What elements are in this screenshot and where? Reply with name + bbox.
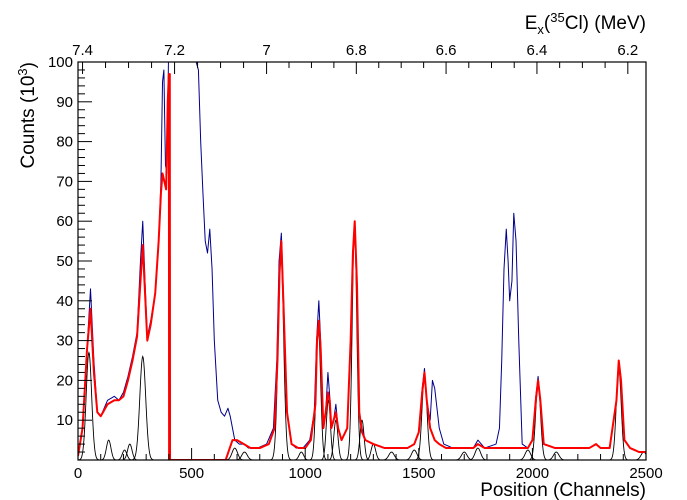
- data-series: [78, 62, 646, 460]
- top-tick-label: 6.2: [617, 42, 638, 59]
- fit-component-peak: [78, 351, 100, 460]
- y-axis-ticks: 10 20 30 40 50 60 70 80 90 100: [48, 54, 92, 453]
- x-tick-label: 2500: [629, 465, 662, 482]
- y-tick-label: 60: [56, 213, 73, 230]
- data-histogram-line: [78, 62, 646, 457]
- fit-component-peak: [130, 355, 155, 460]
- x-tick-label: 1000: [289, 465, 322, 482]
- y-tick-label: 100: [48, 54, 73, 71]
- y-tick-label: 80: [56, 134, 73, 151]
- top-tick-label: 7: [262, 42, 270, 59]
- plot-background: [78, 62, 646, 460]
- y-tick-label: 40: [56, 293, 73, 310]
- y-tick-label: 50: [56, 253, 73, 270]
- top-tick-label: 7.2: [164, 42, 185, 59]
- fit-component-peak: [353, 419, 371, 460]
- y-tick-label: 10: [56, 412, 73, 429]
- x-axis-title: Position (Channels): [480, 480, 646, 500]
- fit-total-line: [78, 72, 646, 460]
- x-tick-label: 500: [179, 465, 204, 482]
- top-axis-title: Ex(35Cl) (MeV): [525, 10, 646, 37]
- top-tick-label: 6.8: [346, 42, 367, 59]
- x-tick-label: 1500: [402, 465, 435, 482]
- top-axis-ticks: 7.4 7.2 7 6.8 6.6 6.4 6.2: [72, 42, 638, 74]
- y-tick-label: 30: [56, 333, 73, 350]
- fit-component-peak: [320, 399, 337, 460]
- y-tick-label: 90: [56, 94, 73, 111]
- y-tick-label: 70: [56, 173, 73, 190]
- x-tick-label: 2000: [516, 465, 549, 482]
- fit-component-peak: [327, 419, 345, 460]
- top-tick-label: 6.4: [527, 42, 548, 59]
- x-axis-ticks: 0 500 1000 1500 2000 2500: [74, 448, 663, 482]
- y-axis-title: Counts (103): [15, 62, 39, 169]
- y-tick-label: 20: [56, 372, 73, 389]
- x-tick-label: 0: [74, 465, 82, 482]
- top-tick-label: 6.6: [436, 42, 457, 59]
- top-tick-label: 7.4: [72, 42, 93, 59]
